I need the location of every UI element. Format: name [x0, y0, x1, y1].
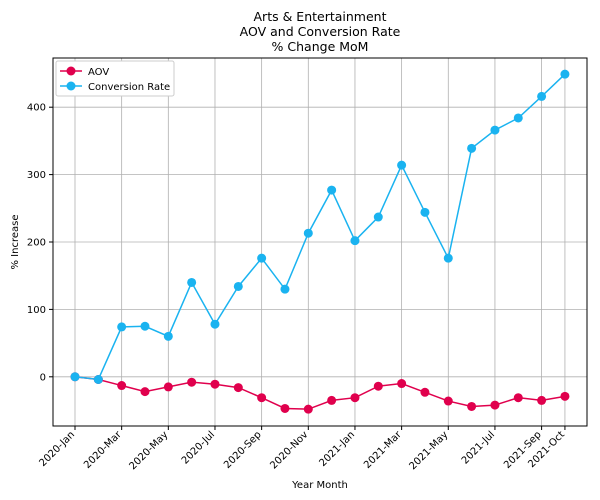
- point-conversion-rate: [513, 113, 523, 123]
- x-tick-label: 2020-May: [127, 429, 170, 472]
- point-conversion-rate: [233, 281, 243, 291]
- point-aov: [210, 379, 220, 389]
- point-aov: [257, 393, 267, 403]
- series-line-aov: [74, 376, 566, 410]
- point-aov: [420, 387, 430, 397]
- point-aov: [490, 400, 500, 410]
- point-aov: [140, 387, 150, 397]
- point-conversion-rate: [560, 69, 570, 79]
- point-aov: [350, 393, 360, 403]
- point-aov: [187, 377, 197, 387]
- point-conversion-rate: [117, 322, 127, 332]
- y-tick-label: 400: [27, 103, 46, 114]
- point-conversion-rate: [420, 207, 430, 217]
- y-tick-label: 200: [27, 238, 46, 249]
- legend-conversion-marker: [66, 81, 76, 91]
- y-tick-label: 300: [27, 170, 46, 181]
- x-tick-label: 2021-Jan: [317, 429, 357, 469]
- point-conversion-rate: [397, 160, 407, 170]
- point-conversion-rate: [210, 319, 220, 329]
- point-aov: [233, 383, 243, 393]
- point-conversion-rate: [187, 277, 197, 287]
- chart-title-line-3: % Change MoM: [272, 39, 369, 54]
- x-tick-label: 2020-Sep: [222, 429, 264, 471]
- point-aov: [117, 381, 127, 391]
- point-aov: [560, 391, 570, 401]
- chart-title-line-2: AOV and Conversion Rate: [240, 24, 401, 39]
- x-tick-label: 2020-Jul: [180, 429, 217, 466]
- point-conversion-rate: [490, 125, 500, 135]
- point-aov: [327, 395, 337, 405]
- point-aov: [467, 401, 477, 411]
- point-conversion-rate: [257, 253, 267, 263]
- x-axis-label: Year Month: [291, 480, 348, 491]
- point-conversion-rate: [140, 321, 150, 331]
- x-tick-label: 2021-Mar: [362, 429, 404, 471]
- legend: AOV Conversion Rate: [55, 60, 175, 97]
- y-axis-label: % Increase: [10, 215, 21, 270]
- point-conversion-rate: [443, 253, 453, 263]
- y-tick-label: 0: [40, 372, 46, 383]
- point-conversion-rate: [350, 236, 360, 246]
- point-conversion-rate: [373, 212, 383, 222]
- axis-ticks: 0 100 200 300 400 2020-Jan 2020-Mar 2020-May 202…: [27, 103, 567, 473]
- x-tick-label: 2020-Nov: [268, 429, 310, 471]
- point-aov: [443, 396, 453, 406]
- legend-box: [55, 60, 175, 97]
- legend-aov-label: AOV: [88, 67, 109, 78]
- point-aov: [373, 381, 383, 391]
- point-aov: [513, 393, 523, 403]
- point-aov: [163, 382, 173, 392]
- x-tick-label: 2020-Jan: [38, 429, 78, 469]
- legend-aov-marker: [66, 66, 76, 76]
- point-conversion-rate: [70, 372, 80, 382]
- legend-conversion-label: Conversion Rate: [88, 82, 170, 93]
- point-conversion-rate: [537, 91, 547, 101]
- point-conversion-rate: [303, 228, 313, 238]
- x-tick-label: 2021-Jul: [460, 429, 497, 466]
- series-line-conversion-rate: [74, 73, 566, 381]
- series: [70, 69, 570, 414]
- x-tick-label: 2020-Mar: [82, 429, 124, 471]
- point-aov: [397, 379, 407, 389]
- point-conversion-rate: [327, 185, 337, 195]
- y-tick-label: 100: [27, 305, 46, 316]
- point-aov: [537, 395, 547, 405]
- point-conversion-rate: [163, 331, 173, 341]
- chart-title-line-1: Arts & Entertainment: [254, 9, 387, 24]
- point-conversion-rate: [280, 284, 290, 294]
- point-conversion-rate: [93, 374, 103, 384]
- x-tick-label: 2021-May: [407, 429, 450, 472]
- grid: [53, 58, 587, 426]
- point-aov: [303, 404, 313, 414]
- point-aov: [280, 403, 290, 413]
- point-conversion-rate: [467, 143, 477, 153]
